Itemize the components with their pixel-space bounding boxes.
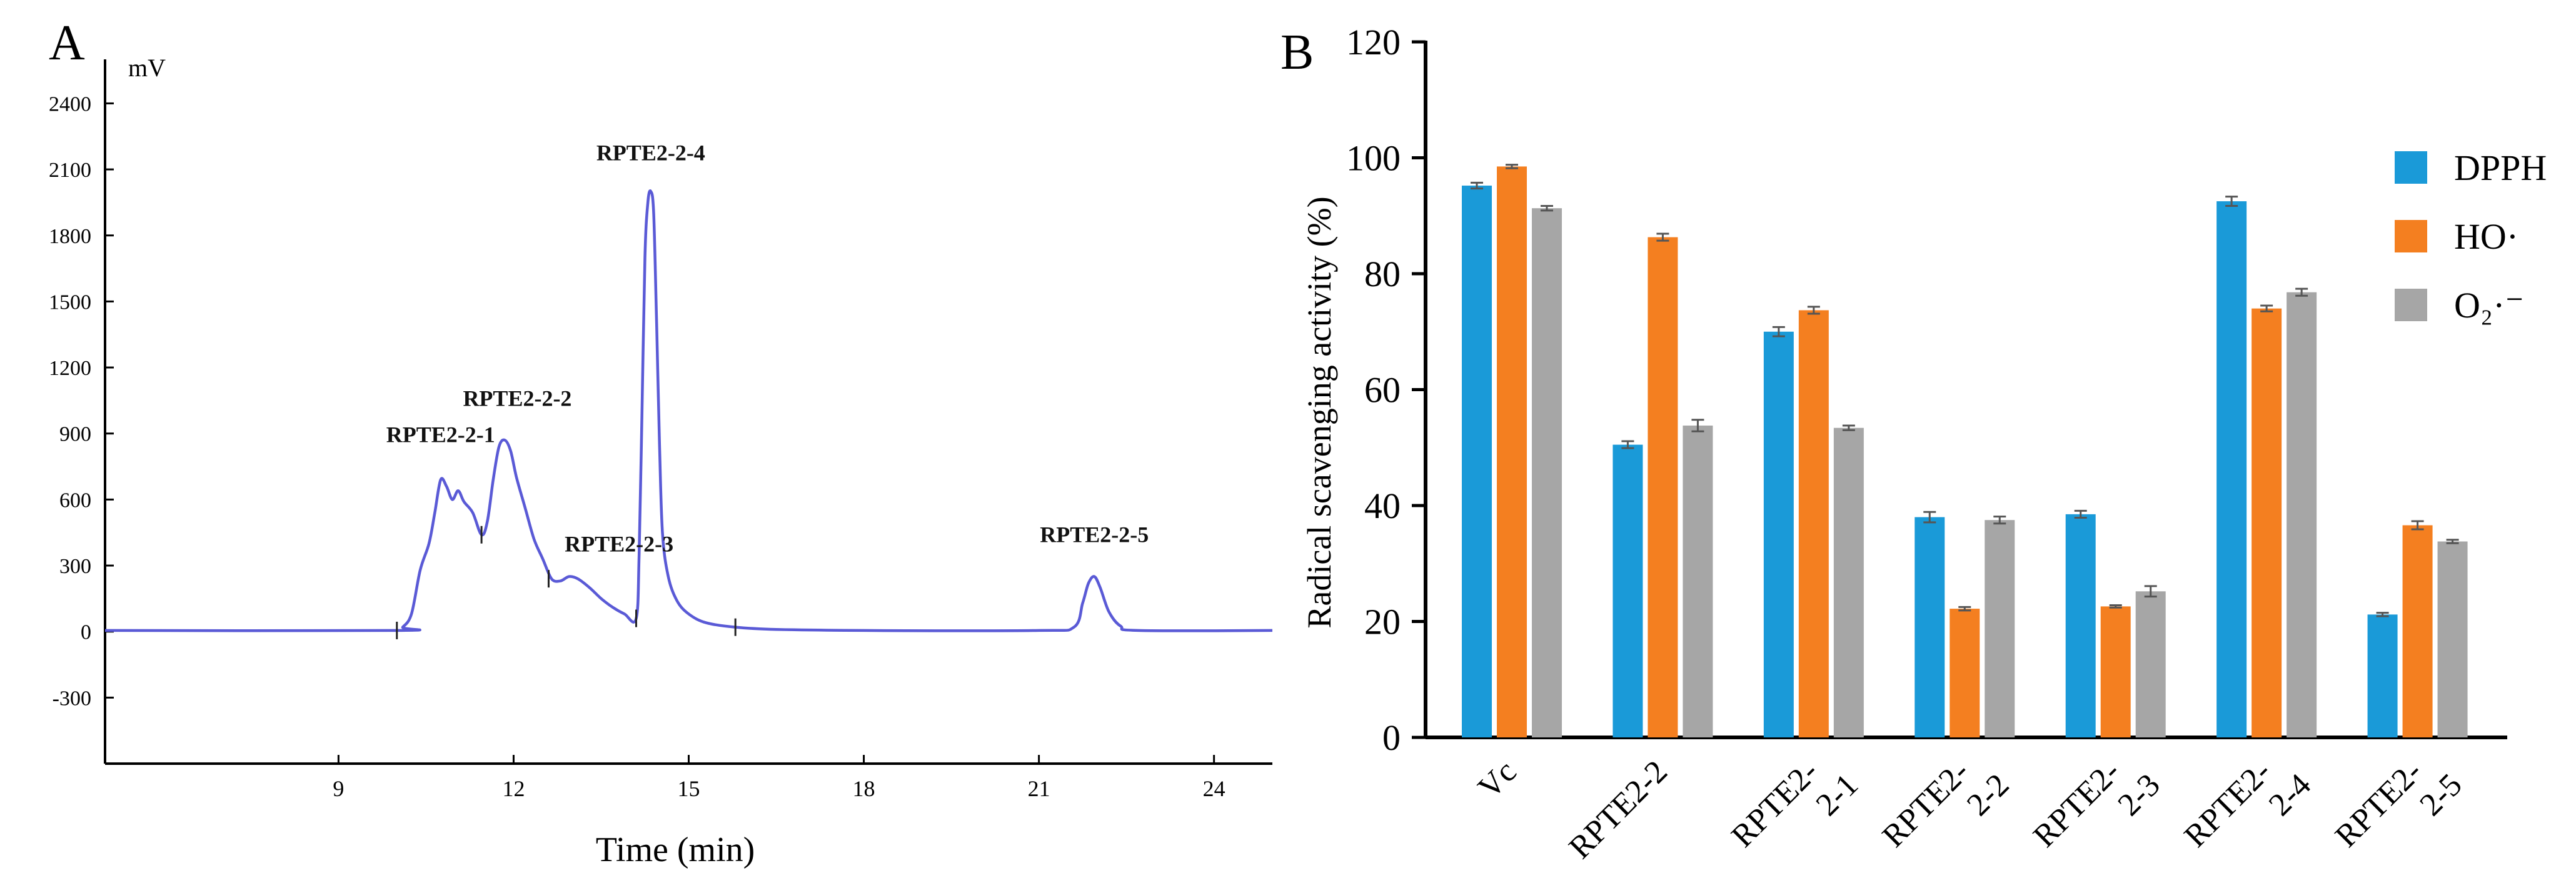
y-tick-label: 20: [1364, 602, 1401, 642]
category-label-line: RPTE2-: [1725, 754, 1826, 854]
y-tick-label: 100: [1346, 138, 1401, 179]
bar: [2251, 308, 2282, 737]
bar: [2065, 514, 2096, 737]
bar: [1985, 520, 2015, 737]
legend-label: HO·: [2454, 216, 2518, 257]
bar: [2100, 606, 2131, 737]
y-tick-label: 0: [81, 621, 91, 644]
category-label: RPTE2-2-4: [2178, 741, 2318, 873]
category-label: RPTE2-2-2: [1876, 741, 2016, 873]
chromatogram-line: [104, 189, 1273, 632]
x-tick-label: 21: [1028, 776, 1050, 801]
bar: [1648, 237, 1678, 737]
y-tick-label: 0: [1382, 717, 1401, 758]
category-label-line: Vc: [1471, 754, 1523, 806]
bar: [2367, 614, 2398, 737]
category-label: RPTE2-2-5: [2328, 741, 2468, 873]
panel-label-a: A: [49, 16, 85, 71]
category-label-line: RPTE2-: [2328, 754, 2429, 854]
category-label-line: RPTE2-: [1876, 754, 1976, 854]
bar: [2402, 525, 2433, 737]
category-label-line: RPTE2-: [2178, 754, 2278, 854]
legend-label: O₂·⁻: [2454, 285, 2524, 326]
peak-label: RPTE2-2-2: [463, 386, 571, 411]
bar: [2287, 292, 2317, 737]
chromatogram-ticks: -300 0 300 600 900 1200 1500 1800 2100 2400 9 12 15 1…: [49, 92, 1225, 801]
y-tick-label: 600: [59, 489, 91, 512]
category-label-line: RPTE2-: [2026, 754, 2127, 854]
x-axis-title: Time (min): [596, 831, 755, 869]
y-tick-label: 1500: [49, 291, 91, 314]
y-tick-label: 1200: [49, 357, 91, 380]
y-axis-unit-label: mV: [128, 54, 166, 82]
peak-label: RPTE2-2-4: [596, 140, 705, 165]
y-tick-label: 60: [1364, 370, 1401, 411]
bar: [1532, 208, 1562, 737]
category-label: Vc: [1471, 754, 1523, 806]
category-label: RPTE2-2-1: [1725, 741, 1865, 873]
y-tick-label: 2400: [49, 92, 91, 116]
peak-labels: RPTE2-2-1 RPTE2-2-2 RPTE2-2-3 RPTE2-2-4 RPTE…: [386, 140, 1149, 556]
bar: [1683, 426, 1713, 737]
y-tick-label: 900: [59, 423, 91, 446]
x-tick-label: 15: [678, 776, 700, 801]
bar-series: [1462, 164, 2468, 738]
y-tick-label: 300: [59, 555, 91, 578]
category-label: RPTE2-2: [1562, 754, 1674, 866]
y-tick-label: 120: [1346, 22, 1401, 62]
category-label-line: RPTE2-2: [1562, 754, 1674, 866]
bar: [1462, 186, 1492, 737]
bar: [1833, 427, 1864, 737]
bar: [1950, 609, 1980, 737]
panel-label-b: B: [1280, 25, 1314, 80]
bar: [2216, 201, 2247, 737]
legend-swatch: [2395, 151, 2427, 184]
bar-chart-panel: B Radical scavenging activity (%) 0 20 40 6…: [1280, 22, 2547, 873]
x-tick-label: 12: [502, 776, 525, 801]
category-labels: Vc RPTE2-2 RPTE2-2-1 RPTE2-2-2 RPTE2-2-3 RPTE…: [1471, 741, 2468, 873]
bar: [1763, 331, 1794, 737]
bar: [1914, 517, 1945, 737]
legend-label: DPPH: [2454, 147, 2547, 188]
legend-swatch: [2395, 220, 2427, 252]
legend: DPPH HO· O₂·⁻: [2395, 147, 2547, 326]
legend-swatch: [2395, 289, 2427, 321]
bar: [2437, 541, 2468, 737]
x-tick-label: 18: [853, 776, 875, 801]
bar: [1497, 166, 1527, 738]
chromatogram-panel: A mV -300 0 300 600 900 1200 1500 1800 2100 2400 9…: [49, 16, 1273, 869]
peak-label: RPTE2-2-1: [386, 422, 495, 447]
chromatogram-trace: [104, 189, 1273, 639]
y-tick-label: 40: [1364, 486, 1401, 526]
y-tick-label: 1800: [49, 225, 91, 248]
y-tick-label: -300: [53, 687, 91, 710]
peak-label: RPTE2-2-3: [565, 532, 673, 557]
bar-ticks: 0 20 40 60 80 100 120: [1346, 22, 1426, 758]
category-label: RPTE2-2-3: [2026, 741, 2166, 873]
bar: [2135, 591, 2166, 737]
y-tick-label: 80: [1364, 254, 1401, 294]
peak-label: RPTE2-2-5: [1040, 522, 1149, 547]
bar: [1798, 310, 1829, 737]
y-axis-title: Radical scavenging activity (%): [1301, 196, 1338, 628]
x-tick-label: 9: [333, 776, 344, 801]
bar: [1613, 444, 1643, 737]
x-tick-label: 24: [1203, 776, 1225, 801]
y-tick-label: 2100: [49, 159, 91, 182]
